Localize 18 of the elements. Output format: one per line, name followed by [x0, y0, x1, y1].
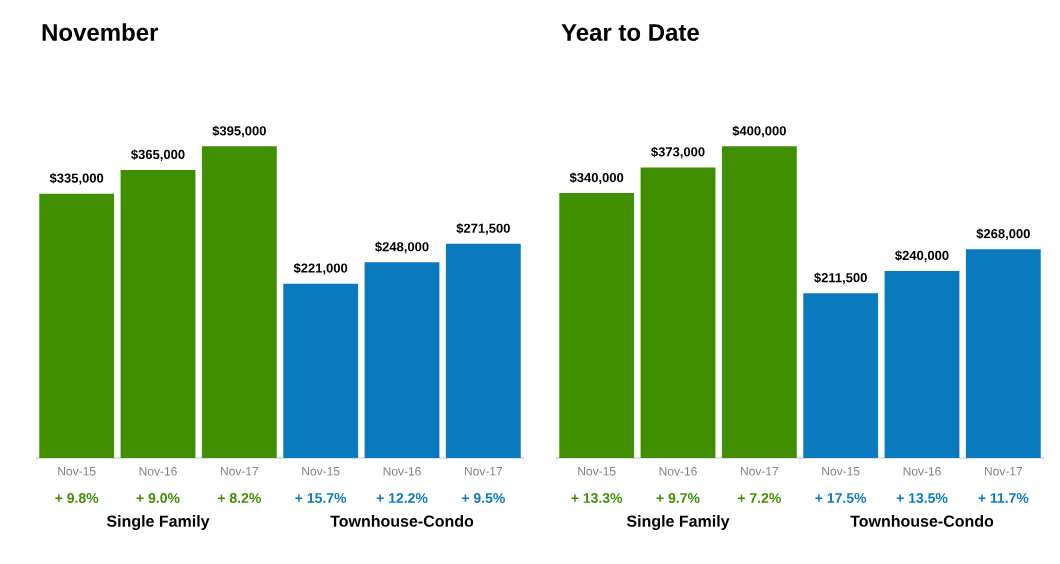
- text: Single Family: [626, 515, 730, 531]
- bar: [120, 170, 196, 458]
- chart-title: November: [42, 23, 159, 41]
- bar: [803, 293, 879, 458]
- text: Townhouse-Condo: [330, 515, 474, 527]
- bar: [364, 262, 440, 458]
- text: Single Family: [106, 515, 210, 531]
- text: Townhouse-Condo: [850, 515, 994, 527]
- bar: [445, 243, 521, 458]
- bar: [640, 167, 716, 458]
- bar: [884, 271, 960, 458]
- bar: [201, 146, 277, 458]
- chart-title: Year to Date: [561, 24, 699, 41]
- bar: [721, 146, 797, 458]
- bar: [559, 193, 635, 458]
- bar: [39, 193, 115, 458]
- bar: [965, 249, 1041, 458]
- bar: [283, 283, 359, 458]
